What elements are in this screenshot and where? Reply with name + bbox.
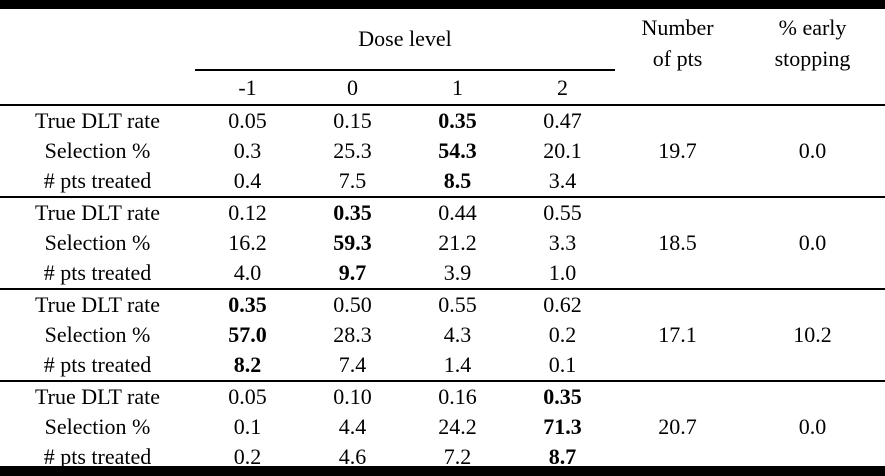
dose-level-header: Dose level xyxy=(195,9,616,71)
value-cell: 7.2 xyxy=(443,444,472,469)
table-row: True DLT rate 0.35 0.50 0.55 0.62 17.1 10.2 xyxy=(0,288,885,381)
dose-cols-row: -1 0 1 2 xyxy=(0,70,885,106)
value-cell: 54.3 xyxy=(438,138,477,163)
value-cell: 1.0 xyxy=(548,260,577,285)
value-cell: 21.2 xyxy=(438,230,477,255)
value-cell: 0.47 xyxy=(510,104,616,136)
number-of-pts-header-label: Number of pts xyxy=(641,15,714,71)
value-cell: 7.4 xyxy=(338,352,367,377)
value-cell: 4.3 xyxy=(443,322,472,347)
value-cell: 8.2 xyxy=(233,352,262,377)
value-cell: 0.35 xyxy=(300,196,405,228)
table-row: Selection % 16.2 59.3 21.2 3.3 xyxy=(0,228,885,258)
value-cell: 57.0 xyxy=(228,322,267,347)
dose-col-1: 1 xyxy=(405,70,510,106)
value-cell: 8.5 xyxy=(443,168,472,193)
table-row: # pts treated 8.2 7.4 1.4 0.1 xyxy=(0,350,885,381)
value-cell: 9.7 xyxy=(338,260,367,285)
table-row: True DLT rate 0.05 0.10 0.16 0.35 20.7 0.0 xyxy=(0,380,885,472)
value-cell: 0.35 xyxy=(510,380,616,412)
value-cell: 0.1 xyxy=(233,414,262,439)
value-cell: 28.3 xyxy=(333,322,372,347)
row-label: # pts treated xyxy=(43,168,152,193)
corner-cell xyxy=(0,70,195,106)
table-row: True DLT rate 0.12 0.35 0.44 0.55 18.5 0.0 xyxy=(0,196,885,289)
value-cell: 0.4 xyxy=(233,168,262,193)
row-label: Selection % xyxy=(44,138,151,163)
value-cell: 0.10 xyxy=(300,380,405,412)
value-cell: 0.35 xyxy=(405,104,510,136)
early-stopping-cell: 10.2 xyxy=(740,288,885,381)
row-label: True DLT rate xyxy=(0,104,195,136)
table-row: # pts treated 0.2 4.6 7.2 8.7 xyxy=(0,442,885,472)
number-of-pts-cell: 18.5 xyxy=(615,196,741,289)
number-of-pts-cell: 19.7 xyxy=(615,104,741,197)
value-cell: 0.2 xyxy=(548,322,577,347)
value-cell: 16.2 xyxy=(228,230,267,255)
value-cell: 1.4 xyxy=(443,352,472,377)
results-table: Dose level Number of pts % early stoppin… xyxy=(0,9,885,472)
row-label: True DLT rate xyxy=(0,196,195,228)
value-cell: 0.1 xyxy=(548,352,577,377)
value-cell: 0.12 xyxy=(195,196,300,228)
value-cell: 3.4 xyxy=(548,168,577,193)
value-cell: 3.3 xyxy=(548,230,577,255)
value-cell: 0.05 xyxy=(195,380,300,412)
number-of-pts-header: Number of pts xyxy=(615,9,741,106)
number-of-pts-cell: 20.7 xyxy=(615,380,741,472)
row-label: Selection % xyxy=(44,230,151,255)
early-stopping-header: % early stopping xyxy=(740,9,885,106)
value-cell: 0.62 xyxy=(510,288,616,320)
value-cell: 0.50 xyxy=(300,288,405,320)
value-cell: 3.9 xyxy=(443,260,472,285)
row-label: # pts treated xyxy=(43,352,152,377)
row-label: True DLT rate xyxy=(0,288,195,320)
value-cell: 0.16 xyxy=(405,380,510,412)
value-cell: 8.7 xyxy=(548,444,577,469)
table-row: Selection % 0.1 4.4 24.2 71.3 xyxy=(0,412,885,442)
table-row: Selection % 57.0 28.3 4.3 0.2 xyxy=(0,320,885,350)
value-cell: 0.05 xyxy=(195,104,300,136)
value-cell: 0.3 xyxy=(233,138,262,163)
row-label: Selection % xyxy=(44,414,151,439)
table-row: # pts treated 0.4 7.5 8.5 3.4 xyxy=(0,166,885,197)
value-cell: 20.1 xyxy=(543,138,582,163)
early-stopping-cell: 0.0 xyxy=(740,196,885,289)
table-row: # pts treated 4.0 9.7 3.9 1.0 xyxy=(0,258,885,289)
value-cell: 7.5 xyxy=(338,168,367,193)
number-of-pts-cell: 17.1 xyxy=(615,288,741,381)
dose-col-2: 2 xyxy=(510,70,616,106)
results-table-body: True DLT rate 0.05 0.15 0.35 0.47 19.7 0.0 Sele… xyxy=(0,104,885,472)
value-cell: 0.44 xyxy=(405,196,510,228)
row-label: Selection % xyxy=(44,322,151,347)
early-stopping-cell: 0.0 xyxy=(740,380,885,472)
table-row: Selection % 0.3 25.3 54.3 20.1 xyxy=(0,136,885,166)
row-label: True DLT rate xyxy=(0,380,195,412)
row-label: # pts treated xyxy=(43,444,152,469)
value-cell: 0.35 xyxy=(195,288,300,320)
table-row: True DLT rate 0.05 0.15 0.35 0.47 19.7 0.0 xyxy=(0,104,885,197)
table-header: Dose level Number of pts % early stoppin… xyxy=(0,9,885,106)
dose-col-minus1: -1 xyxy=(195,70,300,106)
value-cell: 0.15 xyxy=(300,104,405,136)
value-cell: 4.6 xyxy=(338,444,367,469)
dose-col-0: 0 xyxy=(300,70,405,106)
value-cell: 0.55 xyxy=(405,288,510,320)
value-cell: 59.3 xyxy=(333,230,372,255)
value-cell: 25.3 xyxy=(333,138,372,163)
early-stopping-header-label: % early stopping xyxy=(774,15,851,71)
value-cell: 24.2 xyxy=(438,414,477,439)
value-cell: 4.0 xyxy=(233,260,262,285)
row-label: # pts treated xyxy=(43,260,152,285)
value-cell: 0.2 xyxy=(233,444,262,469)
corner-cell xyxy=(0,9,195,70)
value-cell: 4.4 xyxy=(338,414,367,439)
value-cell: 0.55 xyxy=(510,196,616,228)
dose-title-row: Dose level Number of pts % early stoppin… xyxy=(0,9,885,106)
value-cell: 71.3 xyxy=(543,414,582,439)
early-stopping-cell: 0.0 xyxy=(740,104,885,197)
